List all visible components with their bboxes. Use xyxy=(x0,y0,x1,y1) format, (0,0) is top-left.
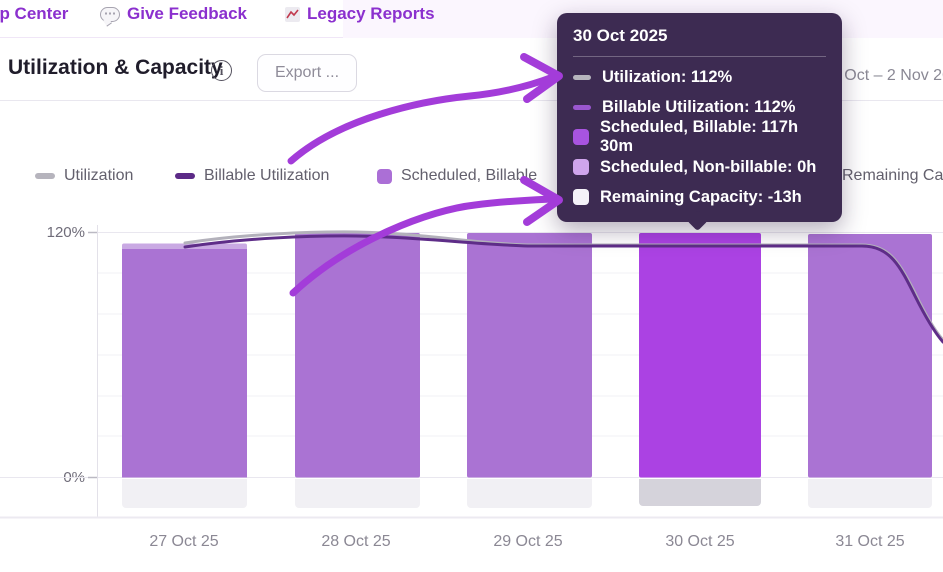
tooltip-date: 30 Oct 2025 xyxy=(573,26,668,45)
export-button-label: Export ... xyxy=(274,64,340,81)
bar-30oct-remaining-capacity-highlighted[interactable] xyxy=(639,479,761,506)
annotation-arrowhead-remaining-capacity xyxy=(520,176,563,226)
tooltip-swatch-utilization xyxy=(573,74,591,80)
tooltip-row-text: Scheduled, Billable: 117h 30m xyxy=(600,118,799,155)
bar-27oct-scheduled-billable[interactable] xyxy=(122,249,247,478)
legend-swatch-scheduled-billable xyxy=(377,168,392,184)
x-axis-label-27oct: 27 Oct 25 xyxy=(149,533,219,550)
tooltip-row-utilization: Utilization: 112% xyxy=(573,62,826,92)
nav-item-label: Legacy Reports xyxy=(307,4,435,23)
page-title: Utilization & Capacity xyxy=(8,56,223,79)
export-button[interactable]: Export ... xyxy=(257,54,357,92)
nav-item-give-feedback[interactable]: Give Feedback xyxy=(100,0,247,33)
line-utilization[interactable] xyxy=(183,230,943,342)
nav-item-label: Give Feedback xyxy=(127,4,248,23)
info-icon[interactable]: i xyxy=(211,60,232,81)
bar-27oct-remaining-capacity[interactable] xyxy=(122,479,247,508)
legend-swatch-billable-utilization xyxy=(175,173,195,179)
tooltip-divider xyxy=(573,56,826,57)
y-axis-tick-120: 120% xyxy=(46,224,85,241)
bar-29oct-remaining-capacity[interactable] xyxy=(467,479,592,508)
legend-label: Billable Utilization xyxy=(204,167,330,184)
bar-30oct-scheduled-billable-highlighted[interactable] xyxy=(639,233,761,478)
line-billable-utilization[interactable] xyxy=(183,234,943,344)
tooltip-row-billable-utilization: Billable Utilization: 112% xyxy=(573,92,826,122)
tooltip-swatch-scheduled-billable xyxy=(573,129,589,145)
tooltip-swatch-billable-utilization xyxy=(573,104,591,110)
y-axis-tick-0: 0% xyxy=(63,469,85,486)
tooltip-swatch-remaining-capacity xyxy=(573,189,589,205)
tooltip-row-text: Scheduled, Non-billable: 0h xyxy=(600,157,817,176)
nav-item-help-center[interactable]: Help Center xyxy=(0,0,68,33)
date-range-label[interactable]: 27 Oct – 2 Nov 2025 xyxy=(822,67,943,84)
bar-29oct-scheduled-billable[interactable] xyxy=(467,233,592,478)
tooltip-row-scheduled-billable: Scheduled, Billable: 117h 30m xyxy=(573,118,826,155)
bar-28oct-scheduled-billable[interactable] xyxy=(295,233,420,478)
tooltip-row-remaining-capacity: Remaining Capacity: -13h xyxy=(573,182,826,212)
x-axis-label-29oct: 29 Oct 25 xyxy=(493,533,563,550)
x-axis-label-31oct: 31 Oct 25 xyxy=(835,533,905,550)
bar-31oct-scheduled-billable[interactable] xyxy=(808,234,932,478)
chart-tooltip: 30 Oct 2025 Utilization: 112% Billable U… xyxy=(557,13,842,232)
speech-bubble-icon xyxy=(100,6,120,22)
legend-label: Remaining Capacity xyxy=(842,167,943,184)
x-axis-label-28oct: 28 Oct 25 xyxy=(321,533,391,550)
legend-item-utilization[interactable]: Utilization xyxy=(35,167,133,185)
legend-swatch-utilization xyxy=(35,173,55,179)
bar-27oct-scheduled-non-billable[interactable] xyxy=(122,243,247,251)
mini-line-chart-icon xyxy=(285,6,300,22)
bar-31oct-remaining-capacity[interactable] xyxy=(808,479,932,508)
legend-label: Scheduled, Billable xyxy=(401,167,538,184)
bar-28oct-remaining-capacity[interactable] xyxy=(295,479,420,508)
tooltip-row-text: Billable Utilization: 112% xyxy=(602,97,796,116)
tooltip-row-text: Utilization: 112% xyxy=(602,67,733,86)
tooltip-row-text: Remaining Capacity: -13h xyxy=(600,187,802,206)
nav-item-legacy-reports[interactable]: Legacy Reports xyxy=(285,0,435,33)
tooltip-swatch-scheduled-non-billable xyxy=(573,159,589,175)
legend-item-scheduled-billable[interactable]: Scheduled, Billable xyxy=(377,167,537,185)
tooltip-caret xyxy=(686,209,709,232)
annotation-arrow-to-remaining-capacity-row xyxy=(289,195,555,297)
x-axis-label-30oct: 30 Oct 25 xyxy=(665,533,735,550)
tooltip-row-scheduled-non-billable: Scheduled, Non-billable: 0h xyxy=(573,152,826,182)
legend-item-billable-utilization[interactable]: Billable Utilization xyxy=(175,167,329,185)
legend-label: Utilization xyxy=(64,167,134,184)
nav-item-label: Help Center xyxy=(0,4,69,23)
